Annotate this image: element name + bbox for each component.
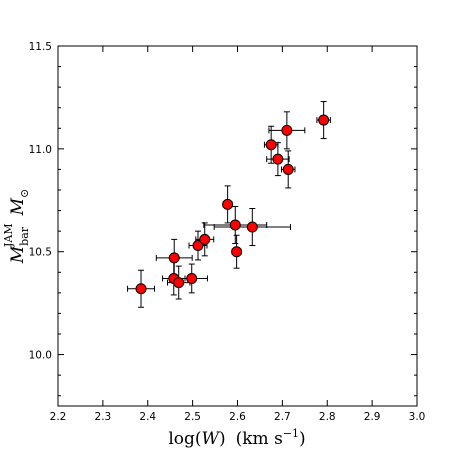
data-point xyxy=(229,219,241,231)
data-point xyxy=(199,233,211,245)
data-point xyxy=(281,124,293,136)
x-tick-label: 2.3 xyxy=(95,411,112,423)
data-point xyxy=(135,283,147,295)
x-tick-label: 3.0 xyxy=(409,411,426,423)
data-point xyxy=(173,277,185,289)
y-tick-label: 10.5 xyxy=(29,247,52,259)
x-tick-label: 2.5 xyxy=(184,411,201,423)
data-point xyxy=(192,240,204,252)
data-point xyxy=(222,198,234,210)
y-tick-label: 10.0 xyxy=(29,350,52,362)
data-point xyxy=(186,272,198,284)
plot-frame xyxy=(57,45,418,407)
data-point xyxy=(318,114,330,126)
data-point xyxy=(231,246,243,258)
data-points xyxy=(135,114,330,295)
data-point xyxy=(168,252,180,264)
y-axis-label: MbarJAMM⊙ xyxy=(2,189,31,265)
x-tick-label: 2.6 xyxy=(229,411,246,423)
y-tick-label: 11.0 xyxy=(29,144,52,156)
x-tick-label: 2.2 xyxy=(50,411,67,423)
data-point xyxy=(265,139,277,151)
y-tick-label: 11.5 xyxy=(29,41,52,53)
x-tick-label: 2.9 xyxy=(364,411,381,423)
x-tick-label: 2.8 xyxy=(319,411,336,423)
data-point xyxy=(282,163,294,175)
x-tick-label: 2.4 xyxy=(139,411,156,423)
x-tick-label: 2.7 xyxy=(274,411,291,423)
data-point xyxy=(246,221,258,233)
x-tick-labels: 2.2 2.3 2.4 2.5 2.6 2.7 2.8 2.9 3.0 xyxy=(50,411,426,423)
x-axis-label: log(W) (km s−1) xyxy=(168,427,305,449)
data-point xyxy=(272,153,284,165)
y-tick-labels: 10.0 10.5 11.0 11.5 xyxy=(29,41,52,362)
